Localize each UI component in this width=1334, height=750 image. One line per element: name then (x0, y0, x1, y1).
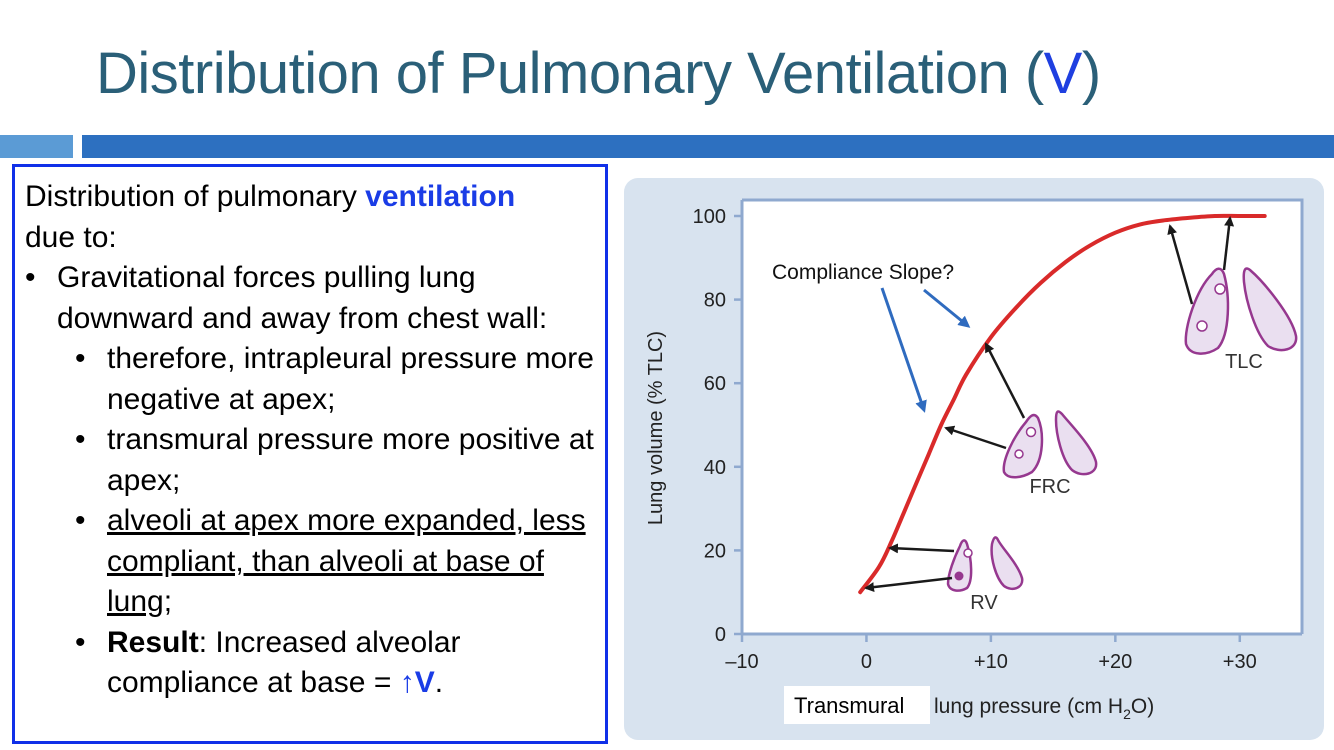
frc-upper-arrow (984, 342, 1026, 419)
text-box: Distribution of pulmonary ventilation due… (12, 164, 608, 744)
y-tick-label: 80 (704, 290, 726, 312)
title-v-symbol: V (1043, 41, 1083, 106)
x-tick-label: 0 (861, 651, 872, 673)
tick-labels: –10 0 +10 +20 +30 0 20 40 60 80 100 (693, 206, 1257, 673)
compliance-chart: –10 0 +10 +20 +30 0 20 40 60 80 100 Compliance Slo… (645, 198, 1304, 724)
result-text: : Increased alveolar compliance at base … (107, 625, 461, 700)
tlc-lungs-icon (1184, 267, 1298, 355)
x-axis-label-right: lung pressure (cm H2O) (934, 695, 1154, 722)
rv-lungs-icon (946, 536, 1024, 592)
frc-lower-arrow (944, 425, 1007, 450)
y-tick-label: 40 (704, 457, 726, 479)
alveoli-underlined-text: alveoli at apex more expanded, less comp… (107, 504, 586, 618)
x-axis-label-left: Transmural (794, 693, 904, 718)
title-end: ) (1081, 41, 1101, 106)
y-tick-label: 20 (704, 540, 726, 562)
sub-bullet-transmural: transmural pressure more positive at ape… (57, 420, 595, 501)
sub-bullet-alveoli: alveoli at apex more expanded, less comp… (57, 501, 595, 623)
result-end: . (434, 666, 444, 699)
intro-before: Distribution of pulmonary (25, 180, 366, 213)
rv-label: RV (970, 592, 998, 614)
sub-bullet-result: Result: Increased alveolar compliance at… (57, 623, 595, 704)
intro-after: due to: (25, 220, 117, 254)
xlabel-highlight-box (784, 686, 930, 724)
bullet-gravitational-text: Gravitational forces pulling lung downwa… (57, 261, 548, 335)
rv-lower-arrow (864, 576, 953, 593)
header-bar (82, 135, 1334, 158)
bullet-list: Gravitational forces pulling lung downwa… (25, 258, 595, 704)
compliance-slope-annotation: Compliance Slope? (772, 261, 954, 284)
x-tick-label: +10 (974, 651, 1008, 673)
compliance-curve (858, 213, 1267, 595)
alveoli-end: ; (163, 585, 173, 618)
y-axis-label: Lung volume (% TLC) (645, 331, 667, 525)
result-label: Result (107, 625, 199, 659)
frc-lungs-icon (1002, 410, 1098, 479)
y-tick-label: 0 (715, 624, 726, 646)
tlc-right-arrow (1222, 216, 1235, 271)
y-tick-label: 100 (693, 206, 726, 228)
tlc-label: TLC (1225, 351, 1263, 373)
annotation-arrow-lower (880, 287, 927, 413)
sub-bullet-list: therefore, intrapleural pressure more ne… (57, 339, 595, 704)
x-tick-label: –10 (725, 651, 758, 673)
frc-label: FRC (1029, 476, 1070, 498)
result-v-symbol: V (414, 666, 435, 699)
bullet-gravitational: Gravitational forces pulling lung downwa… (25, 258, 595, 704)
tlc-left-arrow (1167, 224, 1194, 305)
ventilation-keyword: ventilation (365, 180, 516, 213)
x-tick-label: +30 (1223, 651, 1257, 673)
x-tick-label: +20 (1098, 651, 1132, 673)
plot-frame (742, 198, 1304, 634)
intro-text: Distribution of pulmonary ventilation due… (25, 177, 595, 258)
header-bar-accent (0, 135, 73, 158)
slide-title: Distribution of Pulmonary Ventilation (V… (96, 40, 1101, 107)
plot-area (742, 200, 1302, 634)
axes (740, 200, 1302, 636)
y-tick-label: 60 (704, 373, 726, 395)
sub-bullet-intrapleural: therefore, intrapleural pressure more ne… (57, 339, 595, 420)
annotation-arrow-upper (923, 288, 971, 328)
up-arrow-icon: ↑ (399, 666, 415, 699)
title-main: Distribution of Pulmonary Ventilation ( (96, 41, 1044, 106)
rv-upper-arrow (888, 543, 955, 554)
